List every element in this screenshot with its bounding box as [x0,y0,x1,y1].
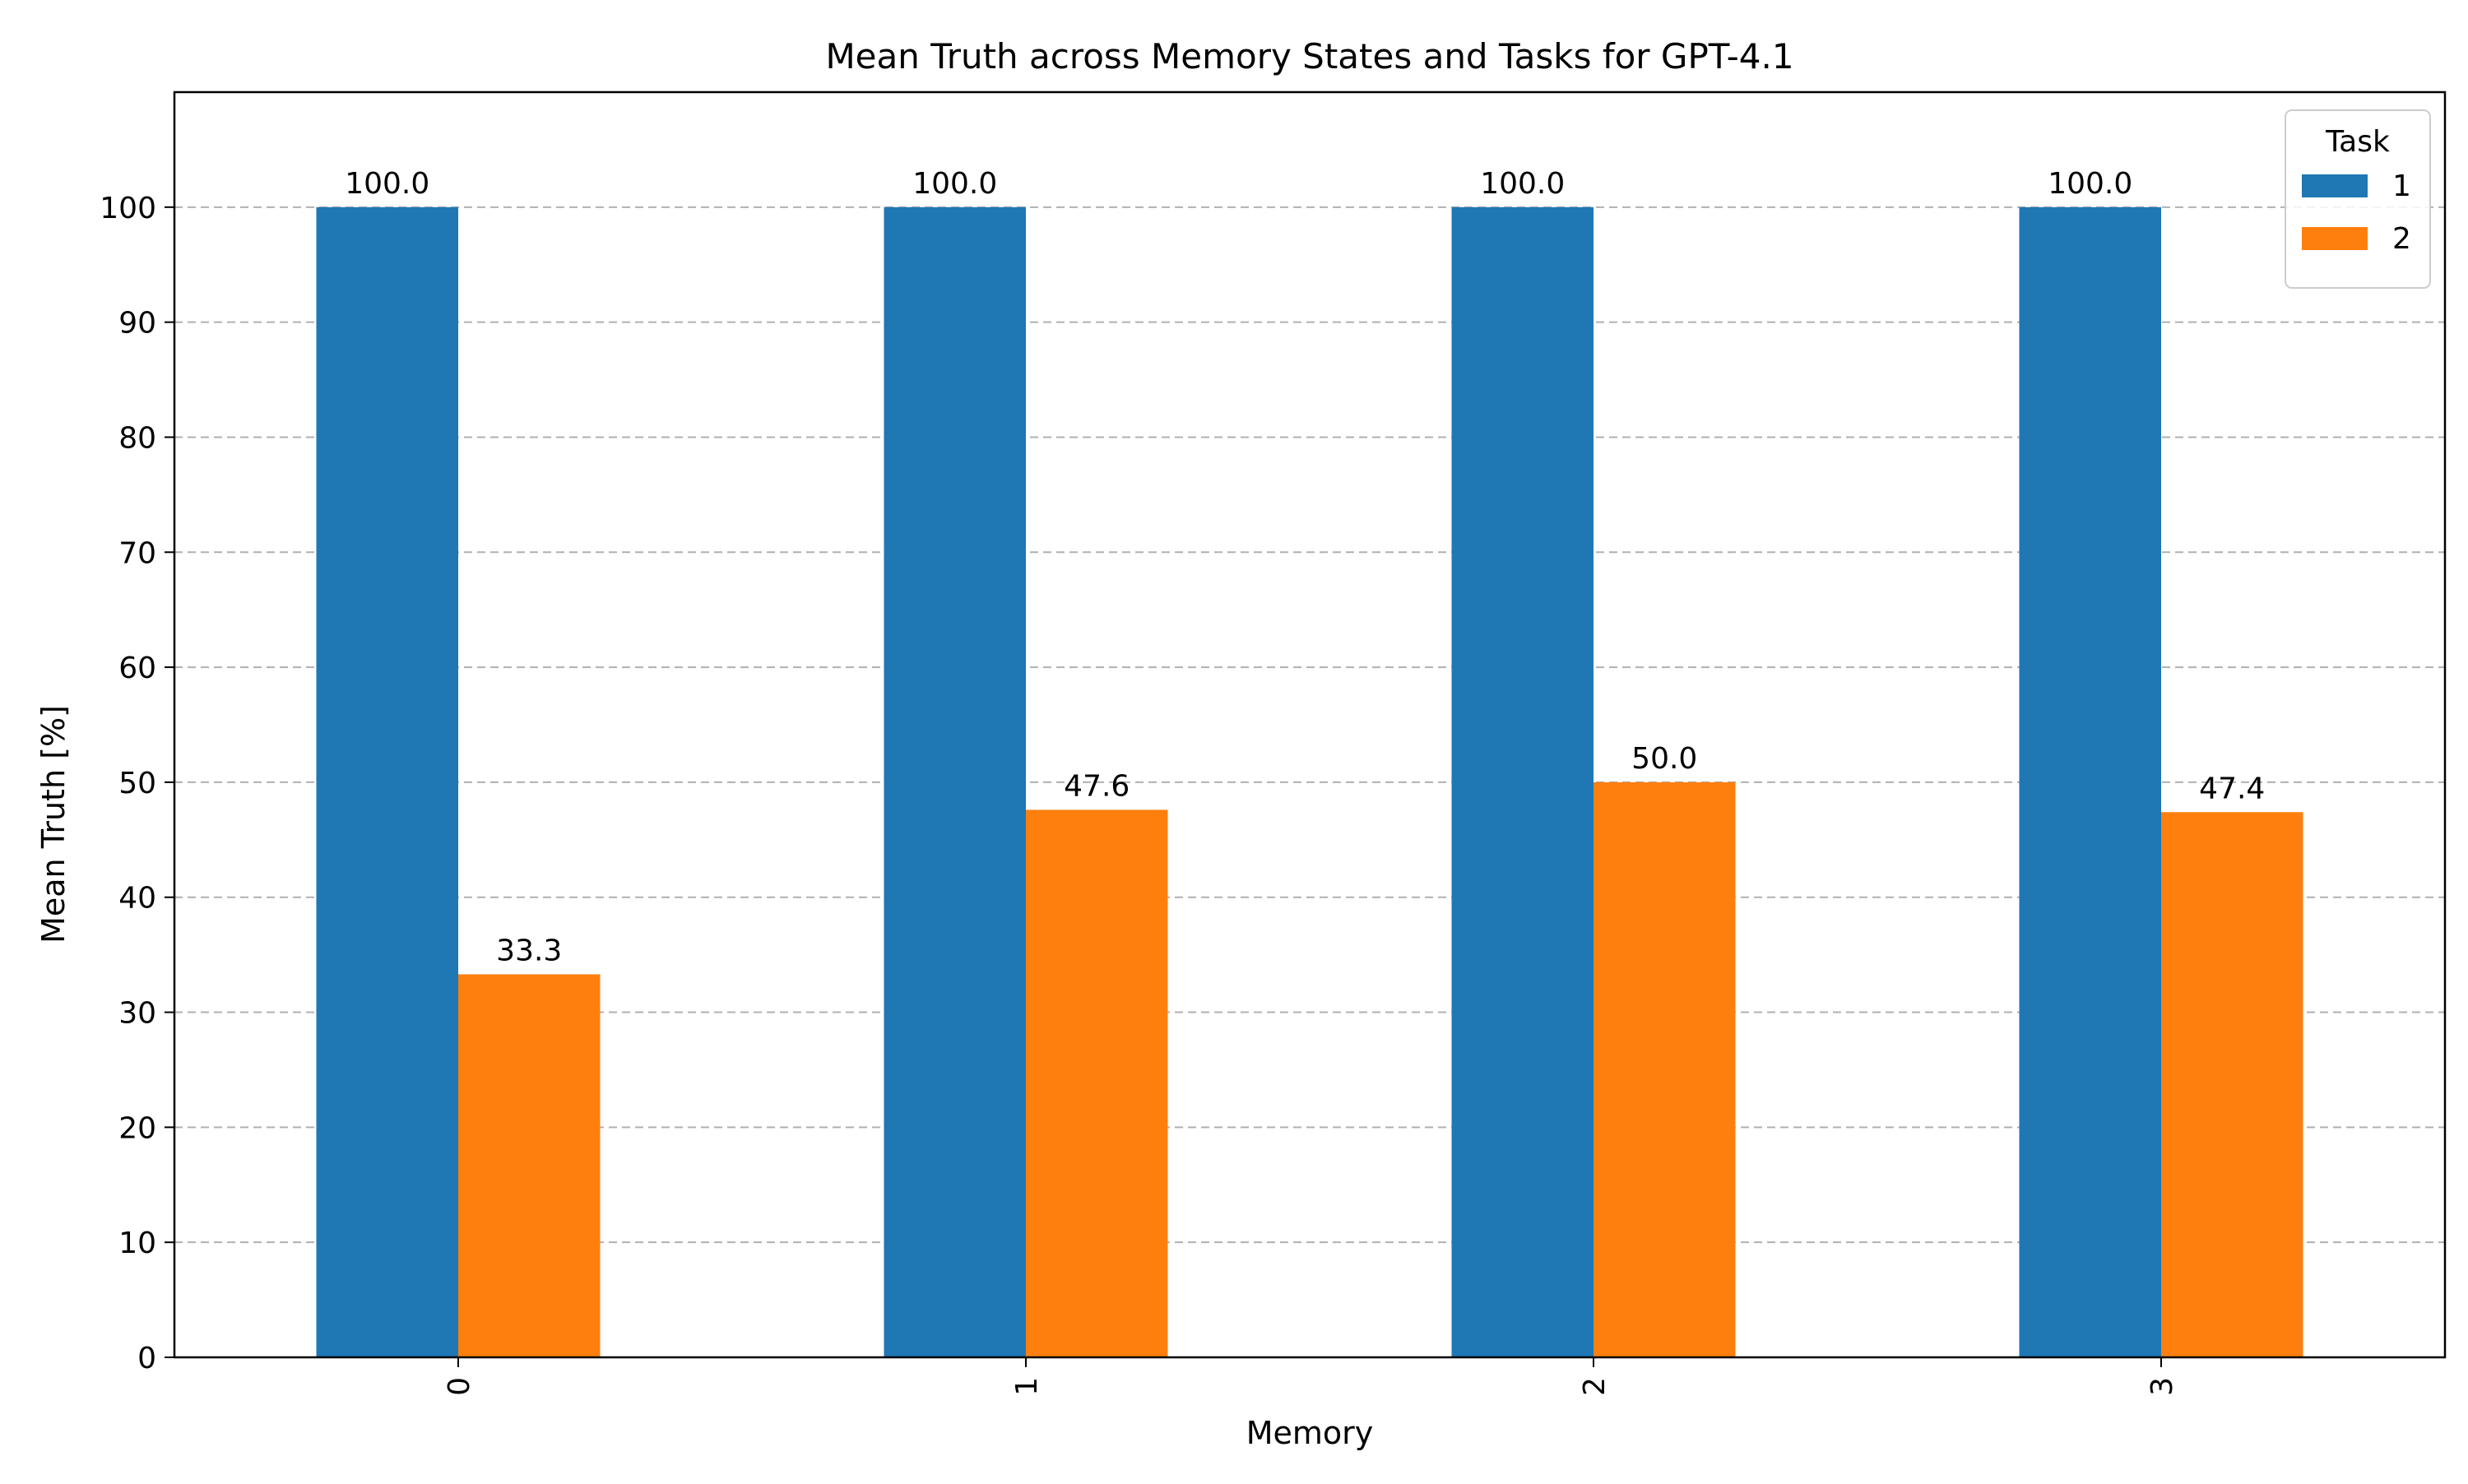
y-tick-label: 10 [118,1227,156,1260]
x-tick-label: 0 [443,1377,476,1396]
bar-value-label: 33.3 [496,934,562,967]
bar-task-1-memory-3 [2019,206,2161,1358]
legend-title: Task [2325,125,2390,159]
legend-label-2: 2 [2392,222,2411,256]
bar-value-label: 100.0 [345,167,429,201]
legend-label-1: 1 [2392,169,2411,203]
bar-task-1-memory-2 [1451,206,1594,1358]
y-axis-label: Mean Truth [%] [35,705,72,944]
bar-value-label: 100.0 [2048,167,2132,201]
y-tick-label: 90 [118,307,156,341]
bar-value-label: 100.0 [912,167,997,201]
bar-task-2-memory-2 [1594,781,1736,1357]
y-tick-label: 100 [100,192,156,225]
bar-task-1-memory-1 [884,206,1026,1358]
grid-layer [174,206,2445,1244]
y-tick-label: 80 [118,421,156,455]
x-tick-label: 1 [1010,1377,1044,1396]
y-tick-label: 60 [118,652,156,685]
bar-value-labels: 100.0 33.3 100.0 47.6 100.0 50.0 100.0 47.4 [345,167,2265,968]
bar-value-label: 50.0 [1631,742,1697,776]
bar-task-2-memory-0 [458,974,601,1357]
legend-swatch-1 [2302,174,2368,197]
plot-frame [173,90,2447,1359]
bar-task-2-memory-1 [1026,809,1168,1357]
bars-layer [316,206,2303,1358]
bar-value-label: 100.0 [1480,167,1565,201]
bar-value-label: 47.6 [1064,769,1130,803]
bar-value-label: 47.4 [2199,772,2265,805]
axes-layer: 0 10 20 30 40 50 60 70 80 90 100 0 1 2 3 [100,90,2447,1396]
y-tick-label: 30 [118,997,156,1031]
bar-task-1-memory-0 [316,206,458,1358]
bar-task-2-memory-3 [2161,812,2303,1357]
x-tick-label: 3 [2146,1377,2179,1396]
y-tick-label: 70 [118,536,156,570]
chart-title: Mean Truth across Memory States and Task… [825,36,1793,77]
x-tick-label: 2 [1578,1377,1612,1396]
legend-swatch-2 [2302,227,2368,250]
y-tick-label: 20 [118,1111,156,1145]
y-tick-label: 0 [137,1342,156,1375]
y-tick-label: 50 [118,767,156,800]
y-tick-label: 40 [118,882,156,916]
x-axis-label: Memory [1246,1415,1374,1451]
